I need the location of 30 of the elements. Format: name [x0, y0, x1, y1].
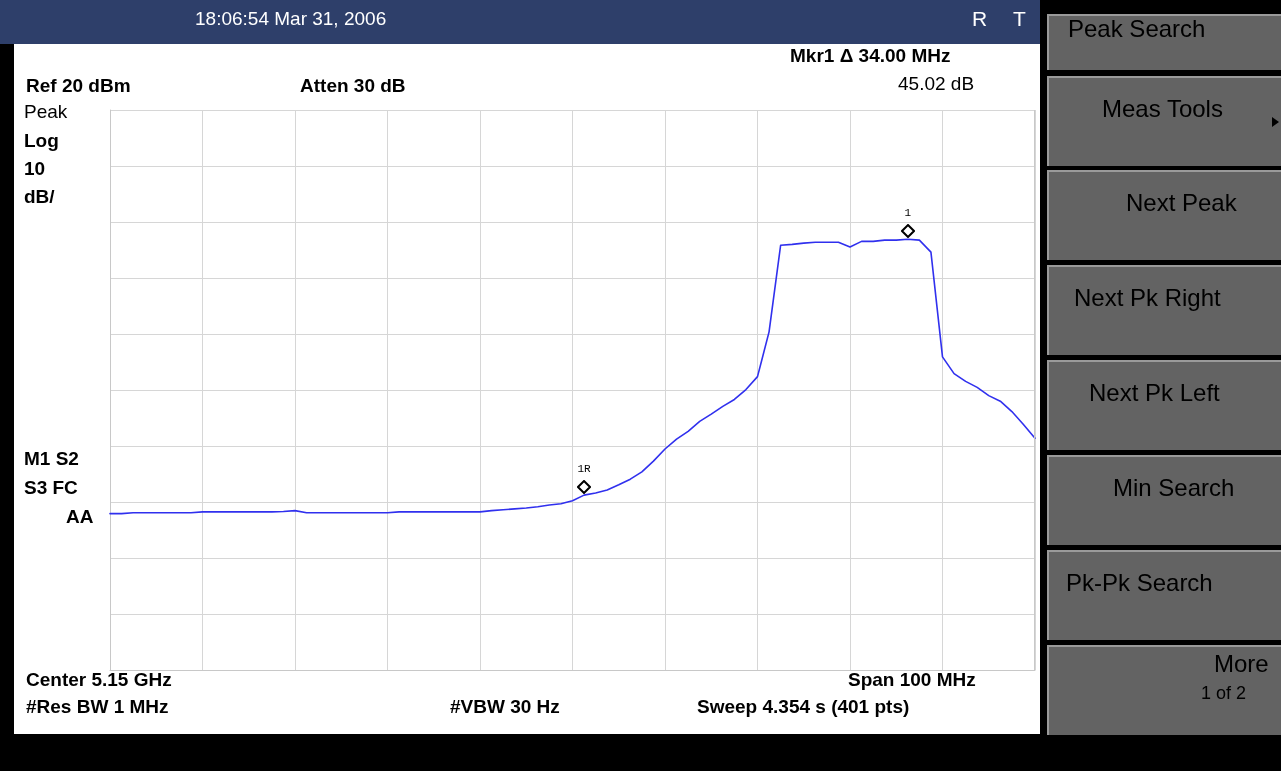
text: Ref 20 dBm	[26, 75, 131, 97]
text: T	[1013, 7, 1026, 30]
text: Next Pk Left	[1089, 379, 1220, 406]
text: M1 S2	[24, 448, 79, 470]
text: #VBW 30 Hz	[450, 696, 560, 718]
text: R	[972, 7, 988, 30]
text: Log	[24, 130, 59, 152]
text: 45.02 dB	[898, 73, 975, 95]
text: S3 FC	[24, 477, 78, 499]
text: dB/	[24, 186, 55, 208]
text: #Res BW 1 MHz	[26, 696, 169, 718]
text: 18:06:54 Mar 31, 2006	[195, 8, 387, 30]
text: Next Peak	[1126, 189, 1237, 216]
text: Min Search	[1113, 474, 1235, 501]
text: Peak	[24, 101, 68, 123]
text: More	[1214, 650, 1269, 677]
text: 1 of 2	[1201, 682, 1247, 704]
text: 10	[24, 158, 46, 180]
annotation: Span 100 MHz	[848, 669, 976, 691]
text: Next Pk Right	[1074, 284, 1221, 311]
annotation: 1	[903, 207, 913, 220]
text: AA	[66, 506, 94, 528]
text: Peak Search	[1068, 15, 1206, 42]
annotation: 1R	[576, 463, 592, 476]
text: Sweep 4.354 s (401 pts)	[697, 696, 910, 718]
text: Mkr1 Δ 34.00 MHz	[790, 45, 951, 67]
text: Pk-Pk Search	[1066, 569, 1213, 596]
annotation: Center 5.15 GHz	[26, 669, 172, 691]
text: Atten 30 dB	[300, 75, 406, 97]
text: Meas Tools	[1102, 95, 1223, 122]
